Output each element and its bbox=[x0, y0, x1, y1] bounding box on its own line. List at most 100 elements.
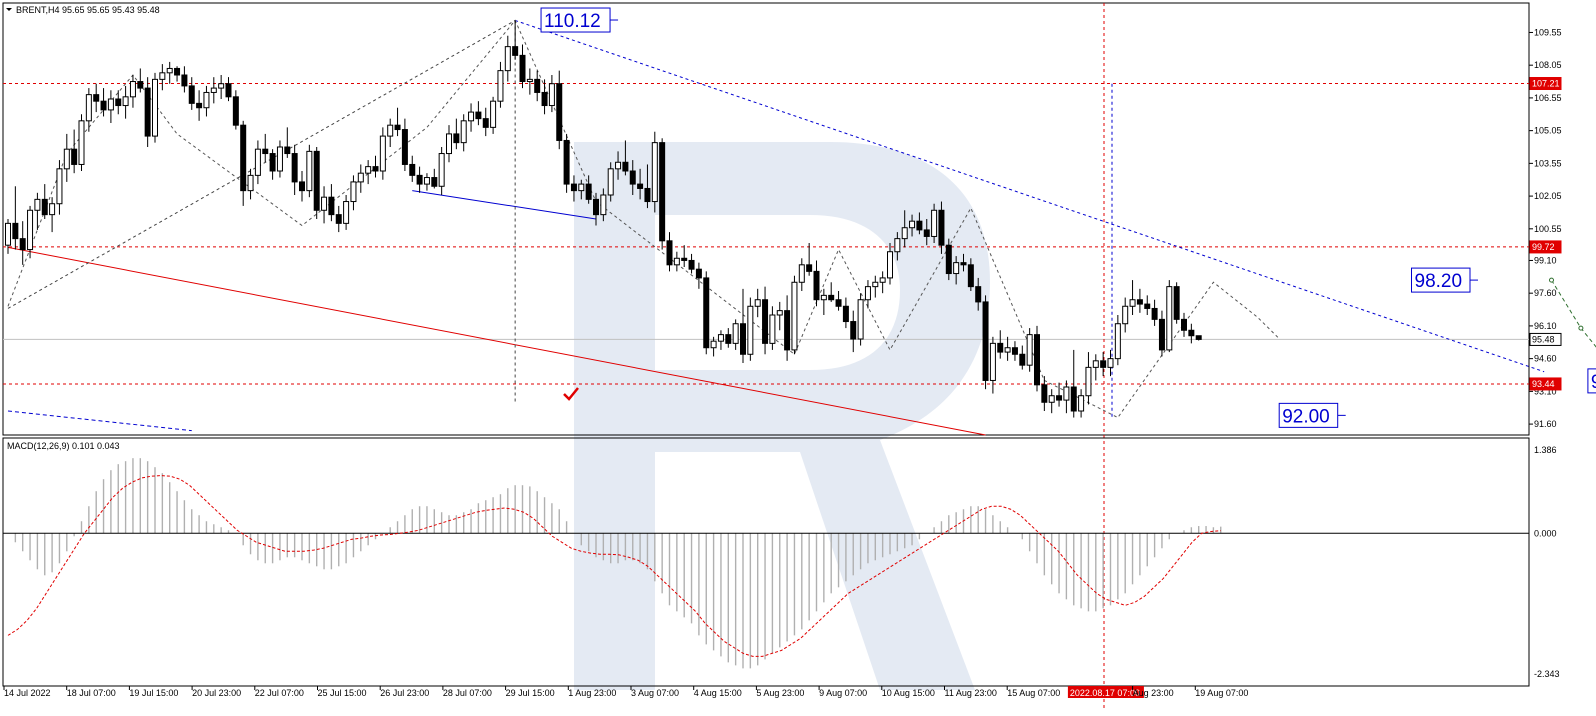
time-tick-label: 26 Jul 23:00 bbox=[380, 688, 429, 698]
price-tick-label: 91.60 bbox=[1534, 419, 1557, 429]
candle-body bbox=[909, 220, 916, 229]
candle-body bbox=[1026, 334, 1033, 366]
time-tick-label: 11 Aug 23:00 bbox=[945, 688, 997, 698]
candle-body bbox=[144, 87, 151, 137]
candle-body bbox=[901, 227, 908, 240]
price-tick-label: 94.60 bbox=[1534, 354, 1557, 364]
candle-body bbox=[563, 139, 570, 185]
candle-body bbox=[49, 203, 56, 216]
candle-body bbox=[460, 120, 467, 144]
price-tick-label: 99.10 bbox=[1534, 255, 1557, 265]
time-tick-label: 19 Aug 07:00 bbox=[1195, 688, 1248, 698]
candle-body bbox=[644, 187, 651, 203]
candle-body bbox=[475, 111, 482, 120]
candle-body bbox=[1129, 299, 1136, 307]
candle-body bbox=[372, 166, 379, 172]
candle-body bbox=[423, 177, 430, 185]
candle-body bbox=[284, 146, 291, 155]
candle-body bbox=[820, 294, 827, 301]
candle-body bbox=[85, 94, 92, 122]
candle-body bbox=[63, 148, 70, 170]
candle-body bbox=[1011, 347, 1018, 355]
candle-body bbox=[1195, 335, 1202, 340]
time-tick-label: 25 Jul 15:00 bbox=[318, 688, 367, 698]
candle-body bbox=[240, 124, 247, 192]
candle-body bbox=[585, 183, 592, 200]
candle-body bbox=[1151, 307, 1158, 320]
symbol-dropdown-icon[interactable] bbox=[6, 8, 12, 11]
forecast-path bbox=[1549, 277, 1596, 348]
candle-body bbox=[534, 78, 541, 93]
time-axis[interactable]: 14 Jul 2022 18 Jul 07:00 19 Jul 15:00 20 Ju… bbox=[3, 686, 1248, 698]
candle-body bbox=[548, 83, 555, 107]
time-tick-label: 4 Aug 15:00 bbox=[694, 688, 742, 698]
candle-body bbox=[1188, 329, 1195, 337]
candle-body bbox=[982, 301, 989, 381]
candle-body bbox=[666, 240, 673, 266]
macd-pane[interactable]: 1.386 0.000 -2.343 MACD(12,26,9) 0.101 0.0… bbox=[2, 437, 1560, 687]
candle-body bbox=[725, 334, 732, 344]
candle-body bbox=[659, 142, 666, 242]
time-tick-label: 3 Aug 07:00 bbox=[631, 688, 679, 698]
annotation-label: 92.00 bbox=[1282, 406, 1330, 427]
price-axis[interactable]: 109.55 108.05 106.55 105.05 103.55 102.05 100.… bbox=[1529, 27, 1562, 429]
candle-body bbox=[651, 142, 658, 203]
candle-body bbox=[1004, 347, 1011, 353]
candle-body bbox=[1063, 386, 1070, 401]
candle-body bbox=[313, 150, 320, 211]
price-tick-label: 96.10 bbox=[1534, 321, 1557, 331]
candle-body bbox=[409, 163, 416, 176]
candle-body bbox=[526, 78, 533, 83]
forecast-point bbox=[1549, 277, 1554, 283]
candle-body bbox=[188, 85, 195, 104]
blue-resistance-line bbox=[514, 19, 1545, 373]
candle-body bbox=[71, 148, 78, 165]
candle-body bbox=[174, 67, 181, 76]
time-tick-label: 18 Jul 07:00 bbox=[67, 688, 116, 698]
candle-body bbox=[453, 133, 460, 144]
candle-body bbox=[857, 299, 864, 340]
time-tick-label: 10 Aug 15:00 bbox=[882, 688, 935, 698]
candle-body bbox=[754, 299, 761, 307]
candle-body bbox=[299, 181, 305, 192]
candle-body bbox=[12, 222, 19, 240]
candlesticks bbox=[5, 20, 1202, 418]
annotation-label: 110.12 bbox=[544, 11, 601, 32]
candle-body bbox=[879, 277, 886, 283]
candle-body bbox=[115, 98, 122, 107]
candle-body bbox=[695, 268, 702, 279]
candle-body bbox=[960, 262, 967, 266]
candle-body bbox=[850, 321, 857, 340]
candle-body bbox=[276, 146, 283, 172]
candle-body bbox=[196, 102, 203, 109]
annotation-box bbox=[1587, 368, 1596, 394]
candle-body bbox=[335, 214, 342, 224]
candle-body bbox=[78, 120, 85, 165]
price-tick-label: 102.05 bbox=[1534, 191, 1562, 201]
candle-body bbox=[681, 257, 688, 261]
candle-body bbox=[607, 168, 614, 196]
candle-body bbox=[41, 198, 48, 216]
candle-body bbox=[784, 310, 791, 351]
price-tick-label: 105.05 bbox=[1534, 126, 1562, 136]
macd-axis: 1.386 0.000 -2.343 bbox=[1534, 445, 1560, 679]
candle-body bbox=[629, 170, 636, 185]
macd-pane-border bbox=[2, 437, 1530, 687]
candle-body bbox=[203, 91, 210, 109]
candle-body bbox=[1181, 318, 1187, 331]
price-pane-border bbox=[2, 2, 1530, 436]
candle-body bbox=[1092, 360, 1099, 368]
price-badge bbox=[1529, 377, 1562, 391]
candle-body bbox=[328, 196, 335, 216]
candle-body bbox=[107, 98, 114, 111]
candle-body bbox=[717, 334, 724, 342]
candle-body bbox=[835, 299, 842, 307]
candle-body bbox=[923, 229, 930, 237]
candle-body bbox=[232, 96, 239, 126]
candle-body bbox=[350, 181, 357, 203]
candle-body bbox=[798, 264, 805, 283]
red-channel-line bbox=[7, 246, 986, 436]
